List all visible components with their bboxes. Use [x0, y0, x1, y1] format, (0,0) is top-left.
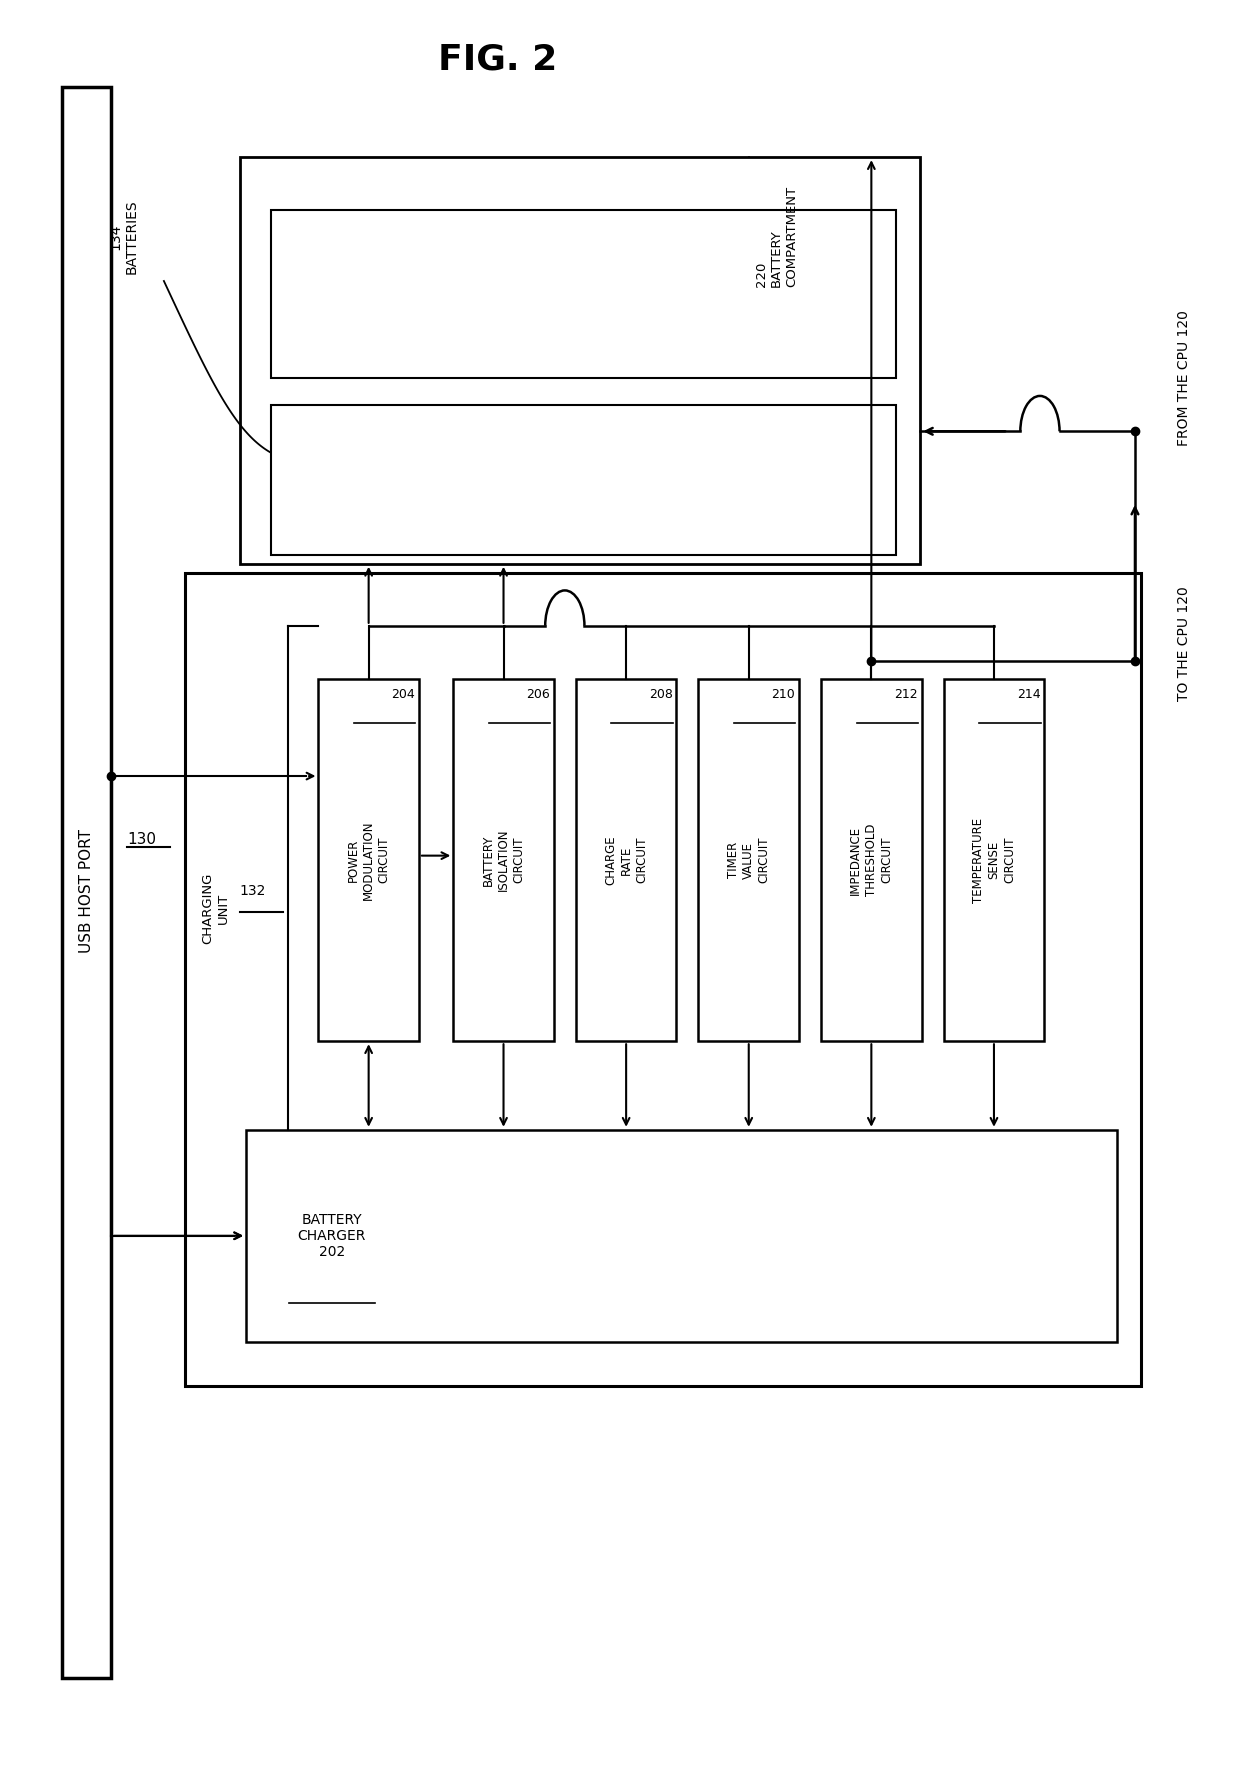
Bar: [246, 1130, 1116, 1342]
Text: 206: 206: [526, 688, 551, 700]
Text: 132: 132: [239, 884, 267, 898]
Text: 204: 204: [392, 688, 415, 700]
Text: BATTERY
ISOLATION
CIRCUIT: BATTERY ISOLATION CIRCUIT: [481, 829, 526, 891]
Bar: [239, 157, 920, 563]
Text: FROM THE CPU 120: FROM THE CPU 120: [1177, 310, 1190, 446]
Text: TIMER
VALUE
CIRCUIT: TIMER VALUE CIRCUIT: [727, 838, 771, 884]
Bar: [575, 679, 676, 1041]
Text: 220
BATTERY
COMPARTMENT: 220 BATTERY COMPARTMENT: [755, 187, 797, 287]
Bar: [270, 210, 895, 378]
Text: 214: 214: [1017, 688, 1040, 700]
Bar: [944, 679, 1044, 1041]
Bar: [698, 679, 799, 1041]
Text: CHARGE
RATE
CIRCUIT: CHARGE RATE CIRCUIT: [604, 836, 649, 886]
Bar: [270, 405, 895, 554]
Bar: [319, 679, 419, 1041]
Text: 212: 212: [894, 688, 918, 700]
Text: 130: 130: [128, 832, 156, 846]
Text: IMPEDANCE
THRESHOLD
CIRCUIT: IMPEDANCE THRESHOLD CIRCUIT: [849, 823, 893, 896]
Text: 208: 208: [649, 688, 673, 700]
Text: BATTERY
CHARGER
202: BATTERY CHARGER 202: [298, 1212, 366, 1258]
Text: FIG. 2: FIG. 2: [438, 43, 557, 77]
Bar: [62, 87, 112, 1679]
Text: USB HOST PORT: USB HOST PORT: [79, 829, 94, 953]
Text: 134
BATTERIES: 134 BATTERIES: [108, 200, 139, 274]
Text: 210: 210: [771, 688, 795, 700]
Text: CHARGING
UNIT: CHARGING UNIT: [201, 873, 229, 944]
Text: POWER
MODULATION
CIRCUIT: POWER MODULATION CIRCUIT: [347, 820, 391, 900]
Bar: [821, 679, 921, 1041]
Bar: [454, 679, 554, 1041]
Text: TEMPERATURE
SENSE
CIRCUIT: TEMPERATURE SENSE CIRCUIT: [972, 818, 1016, 903]
Bar: [185, 572, 1141, 1386]
Text: TO THE CPU 120: TO THE CPU 120: [1177, 586, 1190, 700]
